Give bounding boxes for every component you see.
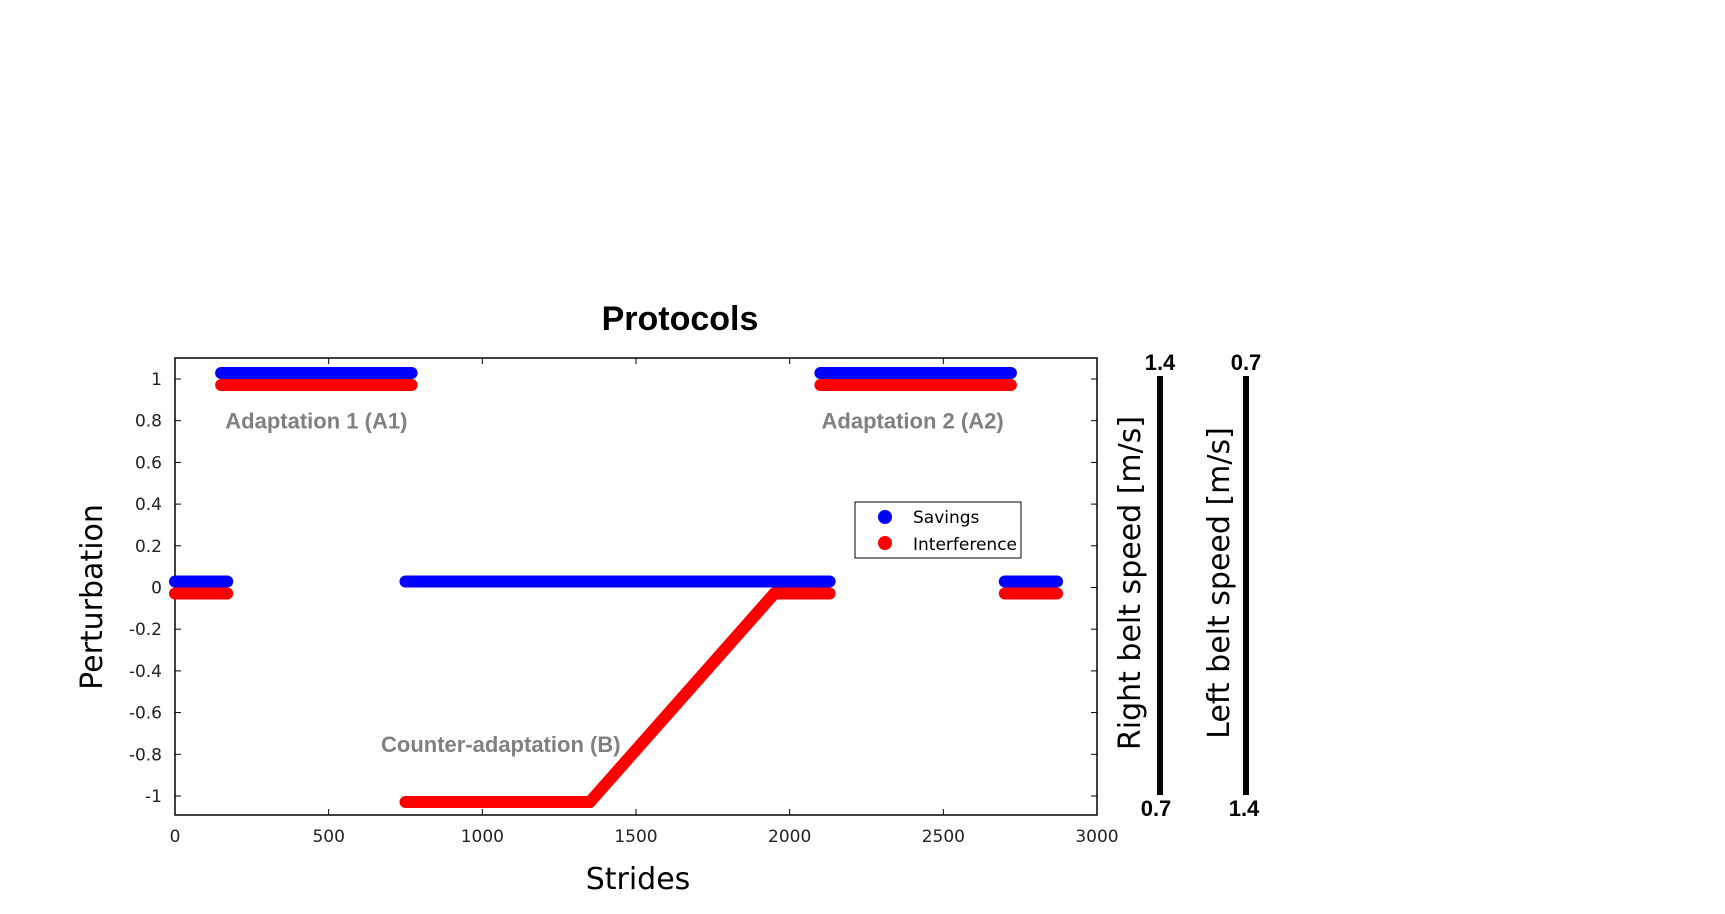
x-tick-label: 0 [170, 827, 181, 847]
y-tick-label: 0 [151, 579, 162, 599]
y-tick-label: -1 [145, 787, 162, 807]
left-belt-speed-label: Left belt speed [m/s] [1202, 427, 1237, 739]
x-axis-label: Strides [586, 862, 691, 897]
legend-marker-savings [878, 510, 892, 524]
y-tick-label: 0.2 [135, 537, 162, 557]
legend-marker-interference [878, 536, 892, 550]
right-belt-speed-label: Right belt speed [m/s] [1113, 416, 1148, 750]
legend-label-interference: Interference [913, 535, 1017, 555]
annotations: Adaptation 1 (A1) Adaptation 2 (A2) Counte… [225, 409, 1003, 757]
right-belt-bottom-value: 0.7 [1141, 796, 1172, 821]
legend: Savings Interference [854, 501, 1022, 559]
x-tick-label: 1500 [614, 827, 657, 847]
series-segment-interference [583, 587, 781, 808]
series-layer [169, 367, 1064, 808]
left-belt-top-value: 0.7 [1231, 350, 1262, 375]
annotation-label: Adaptation 2 (A2) [822, 409, 1004, 434]
x-tick-label: 2000 [768, 827, 811, 847]
belt-speed-scales: 1.4 0.7 Right belt speed [m/s] 0.7 1.4 L… [1113, 350, 1261, 821]
annotation-label: Adaptation 1 (A1) [225, 409, 407, 434]
y-tick-label: 0.4 [135, 495, 162, 515]
right-belt-top-value: 1.4 [1145, 350, 1176, 375]
y-tick-label: 1 [151, 370, 162, 390]
axis-ticks: 0 500 1000 1500 2000 2500 3000 1 0.8 0.6 0.4 0.2 0 -0… [129, 358, 1119, 847]
x-tick-label: 1000 [461, 827, 504, 847]
y-tick-label: -0.6 [129, 704, 162, 724]
y-tick-label: 0.6 [135, 453, 162, 473]
legend-label-savings: Savings [913, 508, 980, 528]
x-tick-label: 3000 [1075, 827, 1118, 847]
chart-title: Protocols [602, 300, 759, 338]
annotation-label: Counter-adaptation (B) [381, 732, 621, 757]
y-tick-label: -0.4 [129, 662, 162, 682]
series-interference [169, 379, 1064, 808]
x-tick-label: 500 [312, 827, 344, 847]
y-axis-label: Perturbation [75, 504, 110, 690]
y-tick-label: -0.2 [129, 620, 162, 640]
left-belt-bottom-value: 1.4 [1229, 796, 1260, 821]
series-savings [169, 367, 1064, 588]
y-tick-label: -0.8 [129, 745, 162, 765]
x-tick-label: 2500 [922, 827, 965, 847]
y-tick-label: 0.8 [135, 412, 162, 432]
